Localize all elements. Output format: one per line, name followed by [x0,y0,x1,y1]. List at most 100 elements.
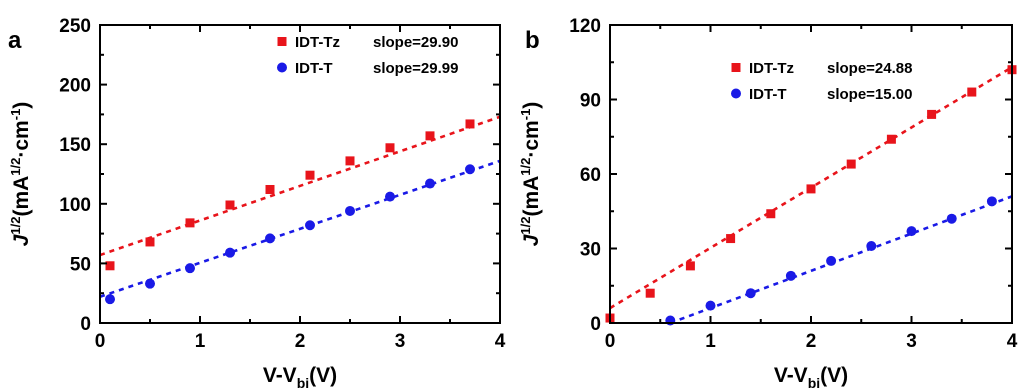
x-tick-label: 4 [1007,331,1018,352]
x-axis-label-main: V-V [263,364,297,387]
fit-line-idt-t [99,159,501,299]
data-point-idt-t [145,278,155,289]
data-point-idt-tz [927,109,937,119]
data-point-idt-tz [305,170,315,180]
legend-marker [277,37,287,46]
legend-series-name: IDT-Tz [749,60,794,77]
legend-slope: slope=29.99 [373,60,458,77]
x-tick-label: 1 [195,331,206,352]
data-point-idt-t [465,164,475,175]
x-axis-label: V-Vbi(V) [774,364,848,389]
x-axis-label: V-Vbi(V) [263,364,337,389]
y-axis-label-unit: (mA [10,176,33,217]
y-tick-label: 100 [59,195,91,216]
y-axis-label-j: J [520,233,543,246]
y-tick-label: 0 [80,314,91,335]
y-axis-label-sup: 1/2 [518,217,533,235]
chart-panel-a: 0 1 2 3 4050100150200250aV-Vbi(V)J1/2(mA1/2·… [8,16,506,389]
legend-marker [277,62,287,73]
data-point-idt-tz [185,218,195,228]
data-point-idt-tz [145,237,155,247]
y-tick-label: 0 [590,314,601,335]
data-point-idt-t [385,191,395,202]
legend-slope: slope=15.00 [827,86,912,103]
legend-slope: slope=29.90 [373,34,458,51]
y-axis-label-close: ) [520,102,543,109]
data-point-idt-t [826,255,837,266]
data-point-idt-t [305,220,315,231]
y-tick-label: 250 [59,16,91,37]
legend-series-name: IDT-T [749,86,787,103]
panel-label: a [8,27,22,54]
plot-frame [609,24,1013,324]
x-tick-label: 2 [295,331,306,352]
data-point-idt-t [986,196,997,207]
x-axis-label-subscript: bi [297,375,309,389]
data-point-idt-tz [465,119,475,129]
y-tick-label: 150 [59,135,91,156]
x-axis-label-unit: (V) [820,364,848,387]
data-point-idt-tz [685,261,695,271]
y-axis-label-cm: ·cm [10,120,33,157]
data-point-idt-tz [967,87,977,97]
y-axis-label-sup: 1/2 [8,217,23,235]
y-tick-label: 200 [59,76,91,97]
y-axis-label-j: J [10,233,33,246]
data-point-idt-t [785,270,796,281]
data-point-idt-t [265,233,275,244]
data-point-idt-t [946,213,957,224]
data-point-idt-t [745,288,756,299]
x-tick-label: 4 [495,331,506,352]
y-axis-label: J1/2(mA1/2·cm-1) [8,102,33,247]
x-tick-label: 0 [95,331,106,352]
data-point-idt-tz [425,131,435,141]
data-point-idt-tz [225,200,235,210]
data-point-idt-tz [385,143,395,153]
data-point-idt-tz [886,134,896,144]
y-tick-label: 120 [569,16,601,37]
data-point-idt-tz [105,261,115,271]
data-point-idt-t [665,315,676,326]
y-axis-label-cm: ·cm [520,120,543,157]
x-axis-label-main: V-V [774,364,808,387]
legend-marker [731,63,741,72]
legend-series-name: IDT-Tz [295,34,340,51]
data-point-idt-t [705,300,716,311]
data-point-idt-tz [846,159,856,169]
data-point-idt-tz [726,234,736,244]
y-tick-label: 30 [580,240,601,261]
data-point-idt-tz [766,209,776,219]
y-axis-label-close: ) [10,102,33,109]
fit-line-idt-t [669,195,1013,325]
x-tick-label: 2 [806,331,817,352]
y-axis-label-sup3: -1 [8,109,23,121]
data-point-idt-t [906,226,917,237]
fit-line-idt-tz [99,115,501,257]
y-axis-label-sup2: 1/2 [518,158,533,176]
data-point-idt-tz [806,184,816,194]
chart-panel-b: 0 1 2 3 40306090120bV-Vbi(V)J1/2(mA1/2·cm-1)… [518,16,1018,389]
x-axis-label-unit: (V) [309,364,337,387]
x-axis-label-subscript: bi [808,375,820,389]
legend-slope: slope=24.88 [827,60,912,77]
y-axis-label: J1/2(mA1/2·cm-1) [518,102,543,247]
y-tick-label: 50 [70,254,91,275]
legend-marker [731,88,741,99]
x-tick-label: 3 [906,331,917,352]
data-point-idt-tz [645,288,655,298]
x-tick-label: 1 [705,331,716,352]
panel-label: b [525,27,540,54]
y-tick-label: 90 [580,91,601,112]
data-point-idt-tz [265,184,275,194]
data-point-idt-t [105,294,115,305]
data-point-idt-t [425,178,435,189]
y-axis-label-sup3: -1 [518,109,533,121]
data-point-idt-t [225,247,235,258]
x-tick-label: 3 [395,331,406,352]
y-axis-label-unit: (mA [520,176,543,217]
data-point-idt-t [345,205,355,216]
legend-series-name: IDT-T [295,60,333,77]
y-tick-label: 60 [580,165,601,186]
data-point-idt-t [866,241,877,252]
